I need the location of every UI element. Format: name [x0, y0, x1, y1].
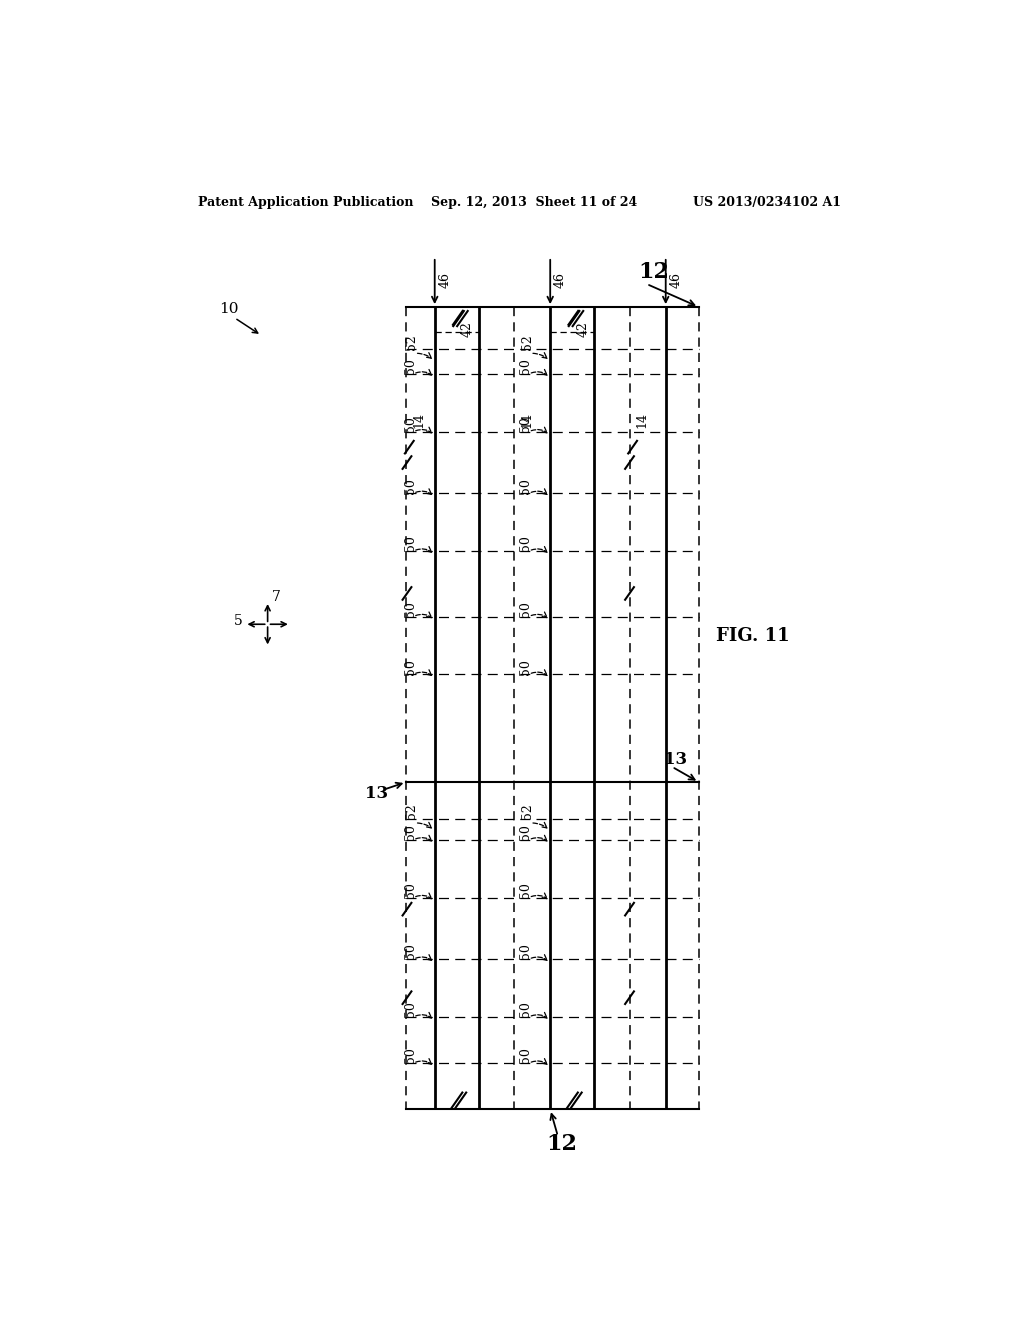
Text: 46: 46: [438, 272, 452, 288]
Text: 50: 50: [403, 416, 417, 432]
FancyArrowPatch shape: [416, 428, 431, 433]
FancyArrowPatch shape: [416, 612, 431, 618]
FancyArrowPatch shape: [416, 669, 431, 676]
FancyArrowPatch shape: [531, 546, 547, 552]
Text: 42: 42: [461, 321, 474, 337]
FancyArrowPatch shape: [416, 370, 431, 375]
FancyArrowPatch shape: [416, 546, 431, 552]
FancyArrowPatch shape: [531, 836, 547, 841]
Text: 50: 50: [403, 601, 417, 616]
Text: 50: 50: [403, 358, 417, 375]
Text: 42: 42: [577, 321, 590, 337]
FancyArrowPatch shape: [418, 822, 431, 828]
Text: 12: 12: [639, 261, 670, 284]
Text: 50: 50: [519, 1048, 532, 1064]
Text: US 2013/0234102 A1: US 2013/0234102 A1: [692, 195, 841, 209]
Text: 50: 50: [519, 601, 532, 616]
FancyArrowPatch shape: [531, 954, 547, 961]
Text: 10: 10: [219, 301, 239, 315]
Text: 50: 50: [403, 824, 417, 840]
Text: 52: 52: [521, 334, 534, 350]
FancyArrowPatch shape: [416, 1059, 431, 1064]
Text: 12: 12: [547, 1133, 578, 1155]
FancyArrowPatch shape: [532, 352, 547, 358]
Text: 14: 14: [413, 412, 425, 428]
FancyArrowPatch shape: [416, 836, 431, 841]
FancyArrowPatch shape: [416, 894, 431, 899]
Text: 50: 50: [519, 478, 532, 494]
Text: 50: 50: [519, 536, 532, 552]
Text: Sep. 12, 2013  Sheet 11 of 24: Sep. 12, 2013 Sheet 11 of 24: [431, 195, 637, 209]
Text: Patent Application Publication: Patent Application Publication: [199, 195, 414, 209]
Text: 50: 50: [519, 416, 532, 432]
Text: 50: 50: [403, 882, 417, 898]
Text: 13: 13: [665, 751, 687, 767]
FancyArrowPatch shape: [531, 428, 547, 433]
Text: 50: 50: [519, 882, 532, 898]
FancyArrowPatch shape: [416, 1012, 431, 1018]
Text: 50: 50: [519, 1002, 532, 1018]
Text: 52: 52: [406, 334, 419, 350]
FancyArrowPatch shape: [531, 488, 547, 495]
Text: 13: 13: [366, 785, 388, 803]
Text: 50: 50: [519, 824, 532, 840]
Text: 50: 50: [519, 358, 532, 375]
FancyArrowPatch shape: [416, 488, 431, 495]
Text: 46: 46: [554, 272, 567, 288]
Text: 50: 50: [403, 478, 417, 494]
FancyArrowPatch shape: [531, 894, 547, 899]
FancyArrowPatch shape: [531, 1059, 547, 1064]
Text: 50: 50: [519, 944, 532, 960]
Text: FIG. 11: FIG. 11: [716, 627, 790, 644]
FancyArrowPatch shape: [418, 352, 431, 358]
Text: 50: 50: [403, 1002, 417, 1018]
Text: 50: 50: [403, 1048, 417, 1064]
Text: 14: 14: [636, 412, 648, 428]
FancyArrowPatch shape: [416, 954, 431, 961]
Text: 52: 52: [406, 804, 419, 820]
FancyArrowPatch shape: [531, 1012, 547, 1018]
Text: 50: 50: [403, 944, 417, 960]
FancyArrowPatch shape: [531, 612, 547, 618]
Text: 5: 5: [233, 614, 243, 628]
FancyArrowPatch shape: [532, 822, 547, 828]
FancyArrowPatch shape: [531, 370, 547, 375]
Text: 7: 7: [271, 590, 281, 603]
Text: 14: 14: [520, 412, 534, 428]
Text: 50: 50: [403, 659, 417, 675]
Text: 50: 50: [403, 536, 417, 552]
Text: 50: 50: [519, 659, 532, 675]
Text: 46: 46: [670, 272, 683, 288]
Text: 52: 52: [521, 804, 534, 820]
FancyArrowPatch shape: [531, 669, 547, 676]
